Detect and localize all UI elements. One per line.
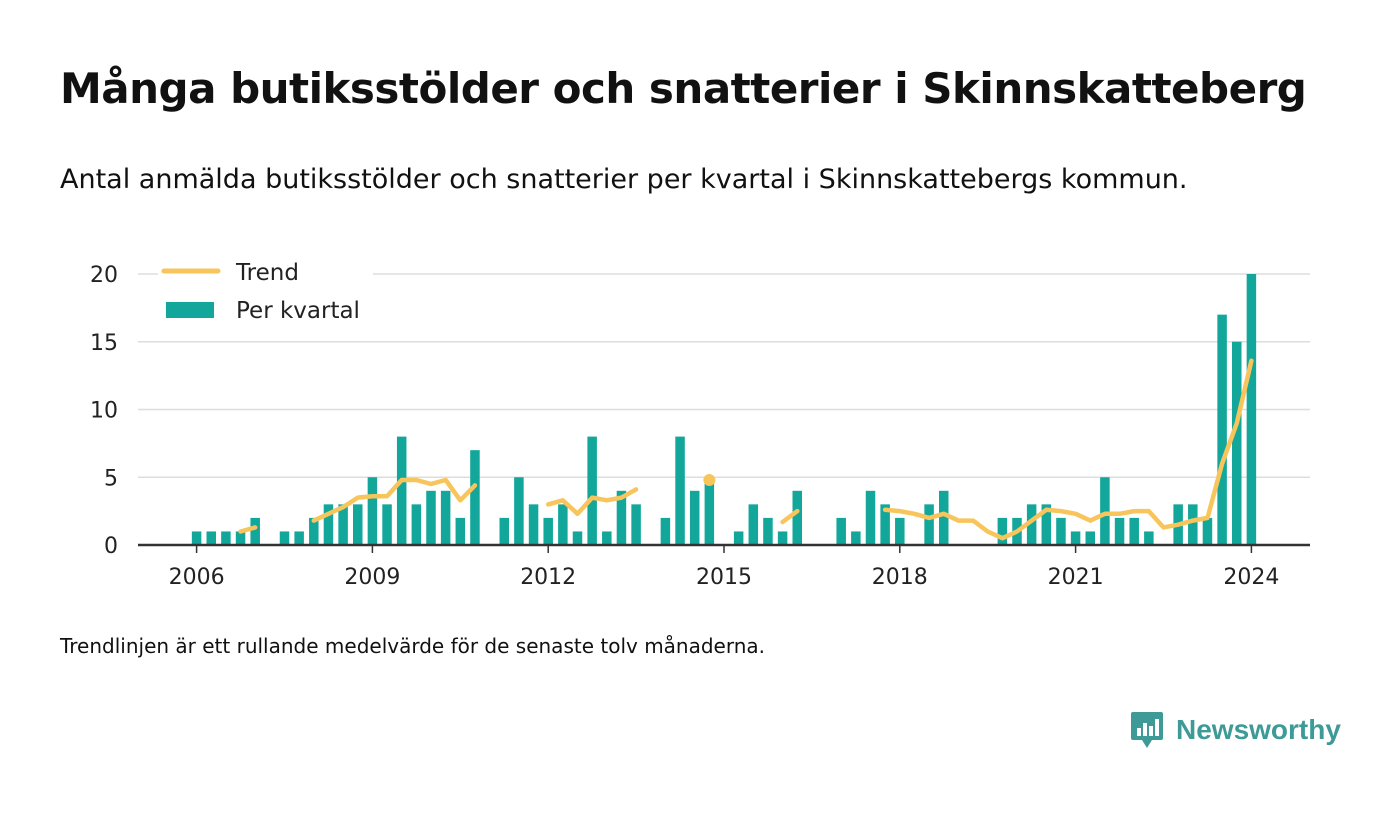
bar-25 bbox=[587, 436, 597, 545]
bar-47 bbox=[1026, 504, 1037, 545]
x-tick-label: 2012 bbox=[520, 565, 576, 590]
bar-35 bbox=[763, 517, 773, 545]
bar-60 bbox=[1232, 341, 1242, 545]
bar-61 bbox=[1246, 274, 1257, 545]
bar-0 bbox=[191, 531, 202, 545]
bar-37 bbox=[792, 490, 802, 545]
bar-36 bbox=[777, 531, 788, 545]
bar-52 bbox=[1100, 477, 1110, 545]
bar-18 bbox=[470, 450, 480, 545]
x-tick-label: 2024 bbox=[1223, 565, 1279, 590]
bar-2 bbox=[221, 531, 231, 545]
bar-40 bbox=[865, 490, 876, 545]
bar-54 bbox=[1129, 517, 1139, 545]
bar-12 bbox=[382, 504, 392, 545]
bar-7 bbox=[309, 517, 319, 545]
line-series-trend bbox=[238, 358, 1254, 541]
trend-segment-5 bbox=[882, 358, 1254, 541]
bar-50 bbox=[1070, 531, 1081, 545]
bar-4 bbox=[250, 517, 260, 545]
chart-title: Många butiksstölder och snatterier i Ski… bbox=[60, 64, 1307, 113]
trend-segment-2 bbox=[545, 487, 639, 517]
bar-28 bbox=[631, 504, 641, 545]
bar-49 bbox=[1056, 517, 1066, 545]
bar-32 bbox=[704, 477, 715, 545]
bar-14 bbox=[411, 504, 422, 545]
bar-22 bbox=[543, 517, 553, 545]
bar-24 bbox=[572, 531, 583, 545]
bar-30 bbox=[675, 436, 685, 545]
x-tick-label: 2015 bbox=[696, 565, 752, 590]
bar-3 bbox=[235, 531, 246, 545]
bar-20 bbox=[514, 477, 524, 545]
bar-11 bbox=[367, 477, 378, 545]
bar-44 bbox=[939, 490, 949, 545]
trend-segment-4 bbox=[780, 508, 800, 525]
bar-15 bbox=[426, 490, 436, 545]
bar-39 bbox=[851, 531, 861, 545]
chart-legend: Trend Per kvartal bbox=[158, 255, 373, 327]
x-tick-label: 2021 bbox=[1048, 565, 1104, 590]
y-tick-label: 15 bbox=[90, 331, 118, 356]
legend-bar-label: Per kvartal bbox=[236, 298, 360, 324]
bar-51 bbox=[1085, 531, 1095, 545]
footnote: Trendlinjen är ett rullande medelvärde f… bbox=[60, 634, 766, 658]
y-tick-label: 20 bbox=[90, 263, 118, 288]
newsworthy-logo: Newsworthy bbox=[1130, 710, 1341, 750]
bar-55 bbox=[1144, 531, 1154, 545]
bar-34 bbox=[748, 504, 759, 545]
trend-segment-1 bbox=[311, 477, 478, 523]
x-tick-label: 2006 bbox=[169, 565, 225, 590]
bar-59 bbox=[1217, 314, 1227, 545]
bar-38 bbox=[836, 517, 846, 545]
bar-5 bbox=[279, 531, 290, 545]
bar-27 bbox=[616, 490, 627, 545]
trend-point-3 bbox=[703, 473, 716, 486]
bar-31 bbox=[689, 490, 700, 545]
bar-57 bbox=[1188, 504, 1198, 545]
bar-29 bbox=[660, 517, 671, 545]
x-axis: 2006 2009 2012 2015 2018 2021 2024 bbox=[138, 543, 1310, 590]
legend-trend-label: Trend bbox=[235, 260, 299, 286]
bar-10 bbox=[353, 504, 363, 545]
bar-58 bbox=[1202, 517, 1213, 545]
newsworthy-brand-name: Newsworthy bbox=[1176, 714, 1341, 745]
bar-26 bbox=[602, 531, 612, 545]
bar-41 bbox=[880, 504, 890, 545]
bar-13 bbox=[396, 436, 407, 545]
bar-17 bbox=[455, 517, 466, 545]
bar-8 bbox=[323, 504, 334, 545]
y-tick-label: 0 bbox=[104, 534, 118, 559]
chart-subtitle: Antal anmälda butiksstölder och snatteri… bbox=[60, 164, 1188, 195]
bar-16 bbox=[440, 490, 451, 545]
bar-45 bbox=[997, 517, 1008, 545]
y-tick-label: 5 bbox=[104, 466, 118, 491]
bar-21 bbox=[528, 504, 539, 545]
bar-9 bbox=[338, 504, 348, 545]
x-tick-label: 2018 bbox=[872, 565, 928, 590]
bar-6 bbox=[294, 531, 304, 545]
bar-33 bbox=[733, 531, 744, 545]
bar-53 bbox=[1114, 517, 1125, 545]
bar-42 bbox=[895, 517, 905, 545]
newsworthy-logo-icon bbox=[1131, 712, 1163, 748]
legend-bar-swatch bbox=[166, 302, 214, 318]
bar-1 bbox=[206, 531, 216, 545]
bar-19 bbox=[499, 517, 509, 545]
bar-23 bbox=[558, 504, 568, 545]
y-axis-tick-labels: 0 5 10 15 20 bbox=[90, 263, 118, 559]
bar-48 bbox=[1041, 504, 1052, 545]
x-tick-label: 2009 bbox=[344, 565, 400, 590]
y-tick-label: 10 bbox=[90, 399, 118, 424]
bar-43 bbox=[924, 504, 934, 545]
trend-segment-0 bbox=[238, 525, 258, 534]
